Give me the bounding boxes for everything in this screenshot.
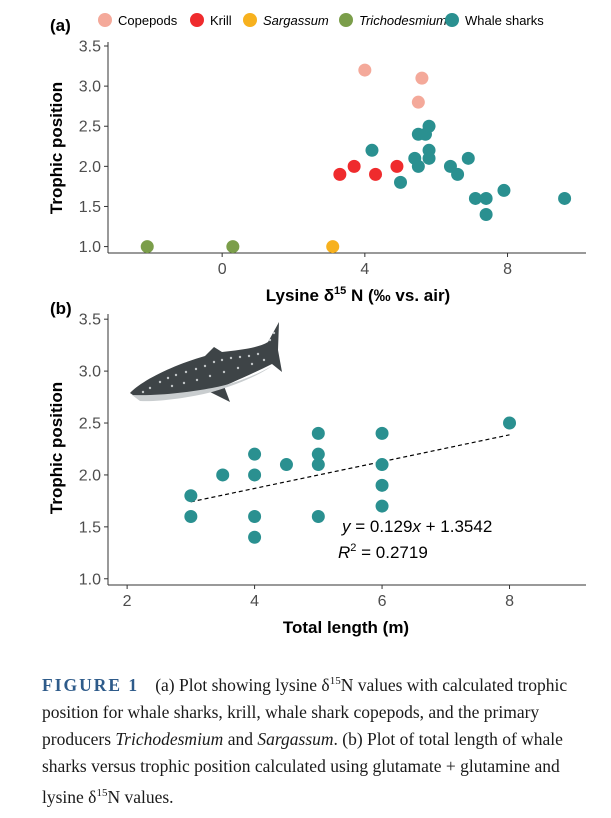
y-tick-label: 1.5: [79, 519, 101, 536]
data-point-copepods: [411, 95, 425, 109]
legend-marker: [243, 13, 257, 27]
x-axis-title-a: Lysine δ15 N (‰ vs. air): [266, 285, 450, 305]
data-point-krill: [333, 167, 347, 181]
data-point-whale-sharks: [479, 207, 493, 221]
y-tick-label: 1.0: [79, 239, 101, 256]
data-point-trichodesmium: [226, 240, 240, 254]
data-point-whale-shark: [375, 499, 389, 513]
data-point-trichodesmium: [140, 240, 154, 254]
x-tick-label: 8: [505, 593, 514, 610]
data-point-whale-shark: [184, 509, 198, 523]
data-point-whale-sharks: [558, 191, 572, 205]
panel-b-label: (b): [50, 299, 72, 318]
panel-a-label: (a): [50, 16, 71, 35]
data-point-whale-shark: [248, 447, 262, 461]
legend-label: Whale sharks: [465, 13, 544, 28]
data-point-whale-sharks: [451, 167, 465, 181]
data-point-whale-shark: [248, 468, 262, 482]
legend-marker: [339, 13, 353, 27]
legend-label: Sargassum: [263, 13, 329, 28]
y-tick-label: 1.0: [79, 571, 101, 588]
data-point-whale-sharks: [461, 151, 475, 165]
y-tick-label: 1.5: [79, 199, 101, 216]
y-tick-label: 3.5: [79, 39, 101, 56]
data-point-whale-shark: [311, 458, 325, 472]
data-point-whale-shark: [311, 426, 325, 440]
panel-a: (a) Copepods Krill Sargassum Trichodesmium W…: [47, 13, 586, 305]
x-tick-label: 4: [360, 261, 369, 278]
data-point-whale-shark: [375, 458, 389, 472]
data-point-whale-shark: [248, 509, 262, 523]
legend-label: Trichodesmium: [359, 13, 447, 28]
data-point-whale-shark: [184, 489, 198, 503]
data-point-whale-sharks: [422, 151, 436, 165]
plot-a: 1.0 1.5 2.0 2.5 3.0 3.5 0 4 8: [79, 39, 586, 278]
legend-marker: [98, 13, 112, 27]
figure: (a) Copepods Krill Sargassum Trichodesmium W…: [47, 13, 586, 637]
x-tick-label: 2: [123, 593, 132, 610]
data-point-whale-shark: [375, 426, 389, 440]
y-tick-label: 2.5: [79, 416, 101, 433]
data-point-whale-shark: [375, 478, 389, 492]
data-point-whale-sharks: [411, 159, 425, 173]
data-point-krill: [369, 167, 383, 181]
y-tick-label: 3.5: [79, 312, 101, 329]
data-point-krill: [390, 159, 404, 173]
legend-label: Copepods: [118, 13, 178, 28]
y-axis-title-b: Trophic position: [47, 382, 66, 514]
legend: Copepods Krill Sargassum Trichodesmium Whale…: [98, 13, 544, 28]
data-point-copepods: [415, 71, 429, 85]
legend-label: Krill: [210, 13, 232, 28]
y-tick-label: 2.5: [79, 119, 101, 136]
panel-b: (b) 1.0 1.5 2.0 2.5 3.0 3.5 2 4 6 8 Trophic posit…: [47, 299, 586, 637]
y-tick-label: 2.0: [79, 159, 101, 176]
data-point-whale-shark: [311, 447, 325, 461]
data-point-whale-shark: [216, 468, 230, 482]
data-point-krill: [347, 159, 361, 173]
y-tick-label: 2.0: [79, 467, 101, 484]
data-point-whale-shark: [279, 458, 293, 472]
data-point-whale-sharks: [365, 143, 379, 157]
data-point-sargassum: [326, 240, 340, 254]
figure-label: FIGURE 1: [42, 674, 140, 695]
x-axis-title-b: Total length (m): [283, 618, 409, 637]
data-point-whale-shark: [248, 530, 262, 544]
x-tick-label: 0: [218, 261, 227, 278]
data-point-whale-sharks: [422, 119, 436, 133]
trend-line: [190, 434, 510, 503]
data-point-whale-sharks: [468, 191, 482, 205]
data-point-whale-shark: [311, 509, 325, 523]
data-point-whale-sharks: [497, 183, 511, 197]
plot-b: 1.0 1.5 2.0 2.5 3.0 3.5 2 4 6 8: [79, 312, 586, 610]
y-tick-label: 3.0: [79, 364, 101, 381]
data-point-whale-sharks: [394, 175, 408, 189]
regression-equation: y = 0.129x + 1.3542: [341, 517, 492, 536]
figure-caption: FIGURE 1 (a) Plot showing lysine δ15N val…: [42, 674, 568, 807]
data-point-copepods: [358, 63, 372, 77]
data-point-whale-shark: [503, 416, 517, 430]
whale-shark-icon: [130, 322, 282, 402]
legend-marker: [445, 13, 459, 27]
x-tick-label: 4: [250, 593, 259, 610]
y-axis-title-a: Trophic position: [47, 82, 66, 214]
r-squared-label: R2 = 0.2719: [338, 542, 428, 562]
legend-marker: [190, 13, 204, 27]
y-tick-label: 3.0: [79, 79, 101, 96]
data-point-whale-sharks: [479, 191, 493, 205]
x-tick-label: 8: [503, 261, 512, 278]
x-tick-label: 6: [378, 593, 387, 610]
